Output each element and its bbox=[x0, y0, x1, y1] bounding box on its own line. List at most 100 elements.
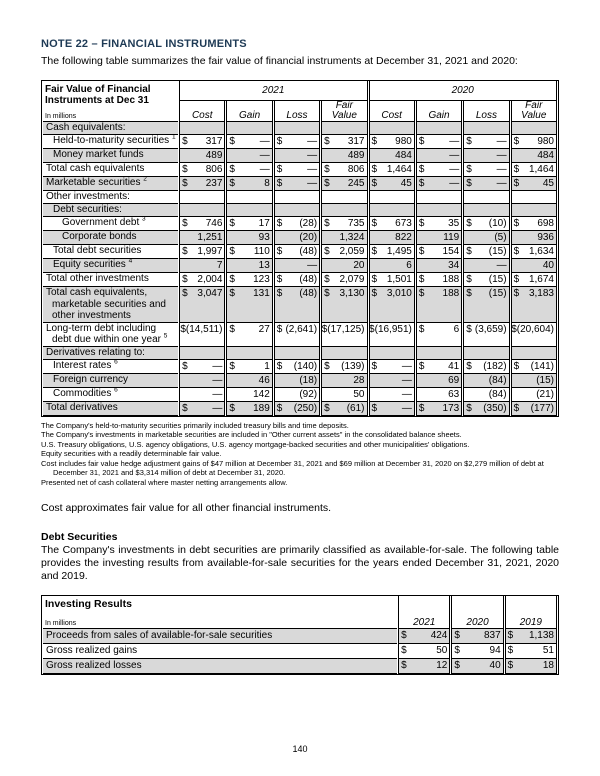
value-cell bbox=[179, 191, 226, 204]
cell-value: 1,674 bbox=[528, 274, 554, 285]
cell-value: (17,125) bbox=[327, 323, 365, 335]
cell-value: 489 bbox=[205, 150, 223, 161]
table-title-cell: Fair Value of Financial Instruments at D… bbox=[43, 81, 179, 122]
cell-value: — bbox=[401, 388, 412, 400]
footnote: The Company's investments in marketable … bbox=[41, 430, 462, 439]
row-label-text: Corporate bonds bbox=[62, 231, 137, 242]
value-cell: $1,138 bbox=[504, 629, 557, 644]
value-cell: $1,634 bbox=[510, 245, 557, 259]
cell-value: (20) bbox=[299, 232, 318, 243]
value-cell: $ (141) bbox=[510, 359, 557, 374]
value-cell: $45 bbox=[368, 177, 415, 191]
currency-symbol: $ bbox=[324, 136, 330, 147]
cell-value: 173 bbox=[442, 402, 460, 414]
cell-value: 2,059 bbox=[339, 246, 365, 257]
table-row: Long-term debt including debt due within… bbox=[43, 322, 557, 347]
currency-symbol: $ bbox=[229, 136, 235, 147]
currency-symbol: $ bbox=[321, 323, 328, 335]
value-cell: 484 bbox=[510, 149, 557, 163]
cell-value: 1,634 bbox=[528, 246, 554, 257]
cell-value: (16,951) bbox=[374, 323, 412, 335]
cell-value: — bbox=[449, 136, 460, 147]
currency-symbol: $ bbox=[371, 288, 378, 299]
row-label-text: Derivatives relating to: bbox=[46, 346, 145, 358]
currency-symbol: $ bbox=[418, 246, 425, 257]
footnote-ref: 6 bbox=[114, 358, 118, 366]
cell-value: 13 bbox=[258, 260, 270, 271]
currency-symbol: $ bbox=[418, 402, 425, 414]
cell-value: — bbox=[449, 150, 460, 161]
value-cell bbox=[368, 122, 415, 135]
value-cell: $123 bbox=[226, 273, 273, 287]
value-cell: $12 bbox=[398, 659, 451, 674]
currency-symbol: $ bbox=[507, 645, 514, 656]
row-label-text: Total derivatives bbox=[46, 401, 118, 413]
cell-value: 3,183 bbox=[528, 288, 554, 299]
cell-value: — bbox=[212, 388, 223, 400]
value-cell: 28 bbox=[321, 373, 368, 388]
currency-symbol: $ bbox=[466, 178, 472, 189]
value-cell bbox=[226, 191, 273, 204]
cell-value: 17 bbox=[258, 218, 270, 229]
currency-symbol: $ bbox=[513, 164, 520, 175]
value-cell: $ — bbox=[415, 135, 463, 149]
investing-title-cell: Investing Results In millions bbox=[43, 596, 398, 629]
value-cell: — bbox=[415, 149, 463, 163]
row-label: Derivatives relating to: bbox=[43, 346, 179, 360]
value-cell: $35 bbox=[415, 217, 463, 231]
investing-title: Investing Results bbox=[45, 598, 132, 610]
footnotes: The Company's held-to-maturity securitie… bbox=[41, 421, 559, 488]
cell-value: 936 bbox=[537, 232, 554, 243]
currency-symbol: $ bbox=[182, 246, 188, 257]
cell-value: 1,324 bbox=[339, 232, 365, 243]
cell-value: 1,501 bbox=[386, 274, 412, 285]
value-cell: $45 bbox=[510, 177, 557, 191]
value-cell: $237 bbox=[179, 177, 226, 191]
value-cell: 20 bbox=[321, 259, 368, 273]
cell-value: 484 bbox=[537, 150, 554, 161]
value-cell: $ — bbox=[463, 163, 510, 177]
row-label-text: Total debt securities bbox=[53, 245, 142, 256]
currency-symbol: $ bbox=[401, 630, 407, 641]
currency-symbol: $ bbox=[454, 645, 460, 656]
table-title-line1: Fair Value of Financial bbox=[45, 84, 151, 95]
value-cell: $1,674 bbox=[510, 273, 557, 287]
cell-value: (84) bbox=[488, 374, 507, 386]
value-cell bbox=[321, 204, 368, 217]
value-cell: 936 bbox=[510, 231, 557, 245]
cell-value: 51 bbox=[542, 645, 554, 656]
value-cell: $746 bbox=[179, 217, 226, 231]
row-label: Gross realized losses bbox=[43, 659, 398, 674]
value-cell: (84) bbox=[463, 373, 510, 388]
currency-symbol: $ bbox=[229, 164, 235, 175]
column-header: Gain bbox=[415, 101, 463, 122]
cost-note-paragraph: Cost approximates fair value for all oth… bbox=[41, 502, 332, 514]
currency-symbol: $ bbox=[276, 246, 283, 257]
value-cell: $50 bbox=[398, 644, 451, 659]
value-cell: 40 bbox=[510, 259, 557, 273]
row-label-text: Foreign currency bbox=[53, 373, 129, 385]
row-label-text: Government debt bbox=[62, 217, 140, 228]
column-header: Cost bbox=[179, 101, 226, 122]
cell-value: — bbox=[496, 260, 507, 271]
currency-symbol: $ bbox=[324, 402, 330, 414]
value-cell: 93 bbox=[226, 231, 273, 245]
row-label: Commodities 6 bbox=[43, 386, 179, 402]
row-label-text: Total other investments bbox=[46, 273, 149, 284]
value-cell: (84) bbox=[463, 387, 510, 402]
currency-symbol: $ bbox=[229, 323, 235, 335]
currency-symbol: $ bbox=[466, 288, 472, 299]
table-row: Total cash equivalents, marketable secur… bbox=[43, 287, 557, 323]
cell-value: (15) bbox=[488, 274, 507, 285]
currency-symbol: $ bbox=[466, 164, 472, 175]
value-cell bbox=[463, 191, 510, 204]
cell-value: 50 bbox=[353, 388, 365, 400]
value-cell bbox=[510, 122, 557, 135]
currency-symbol: $ bbox=[324, 178, 330, 189]
value-cell bbox=[510, 204, 557, 217]
currency-symbol: $ bbox=[466, 136, 472, 147]
value-cell: $6 bbox=[415, 322, 463, 347]
table-row: Government debt 3 $746 $17 $ (28) $735 $673 $35… bbox=[43, 216, 557, 231]
currency-symbol: $ bbox=[229, 274, 235, 285]
currency-symbol: $ bbox=[324, 274, 330, 285]
